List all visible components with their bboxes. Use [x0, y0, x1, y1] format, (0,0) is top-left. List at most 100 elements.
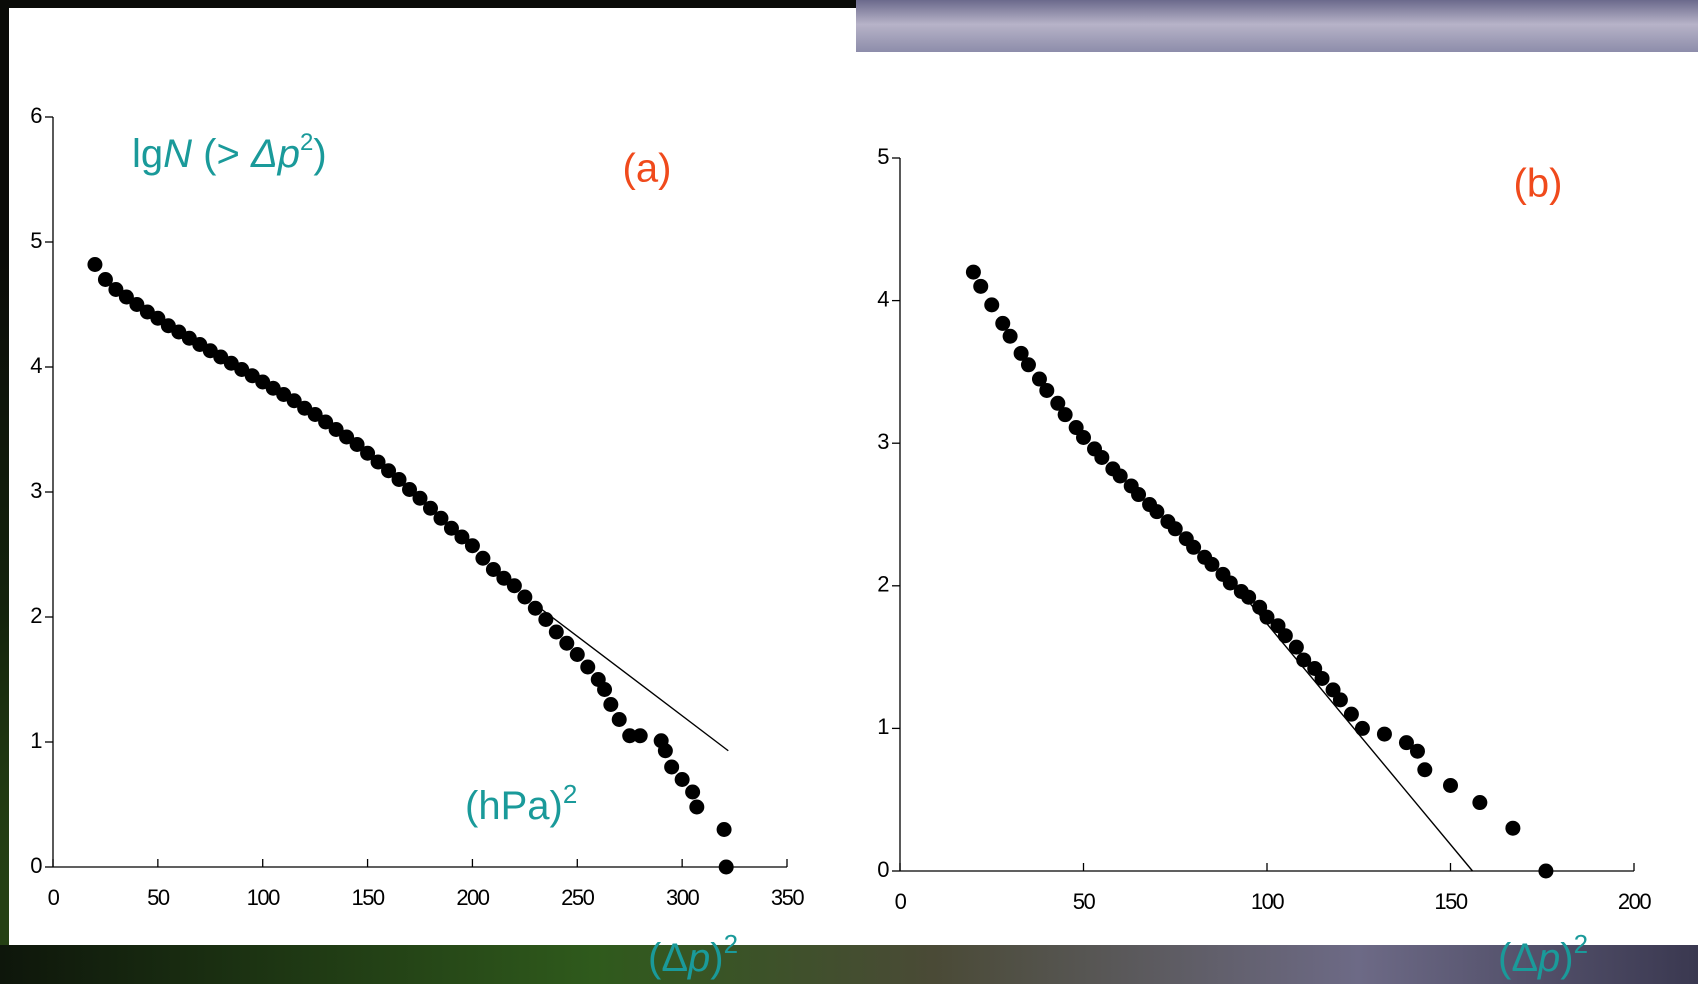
data-point	[622, 728, 638, 744]
data-point	[517, 589, 533, 605]
data-point	[1031, 371, 1047, 387]
x-tick-label: 50	[1073, 889, 1096, 914]
data-point	[129, 297, 145, 312]
data-point	[965, 264, 981, 280]
data-point	[1039, 382, 1055, 398]
y-tick-label: 3	[877, 429, 889, 454]
data-point	[632, 728, 648, 744]
label-part: )	[313, 132, 326, 176]
label-part: Δp	[250, 132, 300, 176]
data-point	[1131, 487, 1147, 503]
label-part: N	[163, 132, 192, 176]
data-point	[307, 407, 323, 422]
data-point	[538, 612, 554, 627]
data-point	[381, 463, 397, 479]
data-point	[339, 429, 355, 445]
data-point	[597, 682, 613, 697]
white-panel	[9, 8, 856, 945]
data-point	[1259, 609, 1275, 625]
data-point	[1002, 328, 1018, 344]
data-point	[443, 520, 459, 536]
data-point	[657, 743, 673, 759]
data-point	[475, 550, 491, 566]
label-part: (>	[192, 132, 251, 176]
data-point	[485, 562, 501, 577]
fit-line	[1240, 592, 1474, 872]
label-part: (hPa)	[465, 784, 563, 828]
label-part: 2	[563, 779, 577, 809]
data-point	[1332, 692, 1348, 708]
label-part: (Δ	[648, 936, 688, 980]
x-axis-label: (Δp)2	[648, 929, 738, 980]
data-point	[150, 310, 166, 326]
data-point	[1013, 345, 1029, 361]
y-tick-label: 0	[877, 857, 889, 882]
data-point	[370, 454, 386, 470]
data-point	[1505, 820, 1521, 836]
data-point	[580, 659, 596, 675]
x-tick-label: 50	[147, 885, 170, 910]
x-tick-label: 200	[456, 885, 489, 910]
label-part: 2	[1574, 929, 1588, 959]
data-point	[1288, 639, 1304, 655]
data-point	[1020, 357, 1036, 373]
x-tick-label: 100	[247, 885, 280, 910]
x-tick-label: 100	[1251, 889, 1284, 914]
fit-line	[534, 603, 729, 752]
data-point	[433, 510, 449, 526]
label-part: 2	[724, 929, 738, 959]
data-point	[412, 490, 428, 506]
data-point	[1417, 762, 1433, 778]
data-point	[1314, 670, 1330, 686]
label-part: p	[687, 936, 710, 980]
x-tick-label: 0	[48, 885, 60, 910]
data-point	[1112, 468, 1128, 484]
background-photo	[0, 945, 1698, 984]
x-tick-label: 150	[1434, 889, 1467, 914]
label-part: )	[710, 936, 723, 980]
data-point	[1057, 407, 1073, 423]
data-point	[360, 445, 376, 461]
data-point	[1472, 795, 1488, 811]
units-label: (hPa)2	[465, 779, 577, 828]
data-point	[422, 500, 438, 516]
data-point	[1186, 539, 1202, 555]
y-axis-label: lgN (> Δp2)	[132, 129, 327, 175]
data-point	[496, 570, 512, 586]
data-point	[349, 437, 365, 452]
x-tick-label: 250	[561, 885, 594, 910]
data-point	[569, 647, 585, 662]
data-point	[1398, 735, 1414, 751]
data-point	[286, 393, 302, 409]
y-tick-label: 3	[30, 478, 42, 503]
data-point	[995, 315, 1011, 331]
data-point	[689, 799, 705, 815]
data-point	[685, 784, 701, 800]
y-tick-label: 4	[877, 286, 889, 311]
data-point	[506, 578, 522, 594]
panel-label: (a)	[623, 147, 672, 191]
label-part: 2	[300, 129, 313, 156]
label-part: lg	[132, 132, 163, 176]
data-point	[664, 759, 680, 775]
label-part: (Δ	[1498, 936, 1538, 980]
data-point	[1076, 429, 1091, 445]
data-point	[318, 414, 334, 430]
x-tick-label: 0	[895, 889, 907, 914]
y-tick-label: 5	[30, 228, 42, 253]
y-tick-label: 1	[877, 714, 889, 739]
data-point	[548, 624, 564, 640]
data-point	[527, 600, 543, 616]
data-point	[603, 697, 619, 712]
data-point	[611, 712, 627, 727]
data-point	[1354, 720, 1370, 736]
panel-label: (b)	[1514, 162, 1563, 206]
x-tick-label: 300	[666, 885, 699, 910]
data-point	[1149, 504, 1165, 520]
data-point	[716, 822, 732, 837]
data-point	[1538, 863, 1554, 879]
label-part: )	[1560, 936, 1573, 980]
x-tick-label: 200	[1618, 889, 1651, 914]
data-point	[1376, 726, 1392, 742]
